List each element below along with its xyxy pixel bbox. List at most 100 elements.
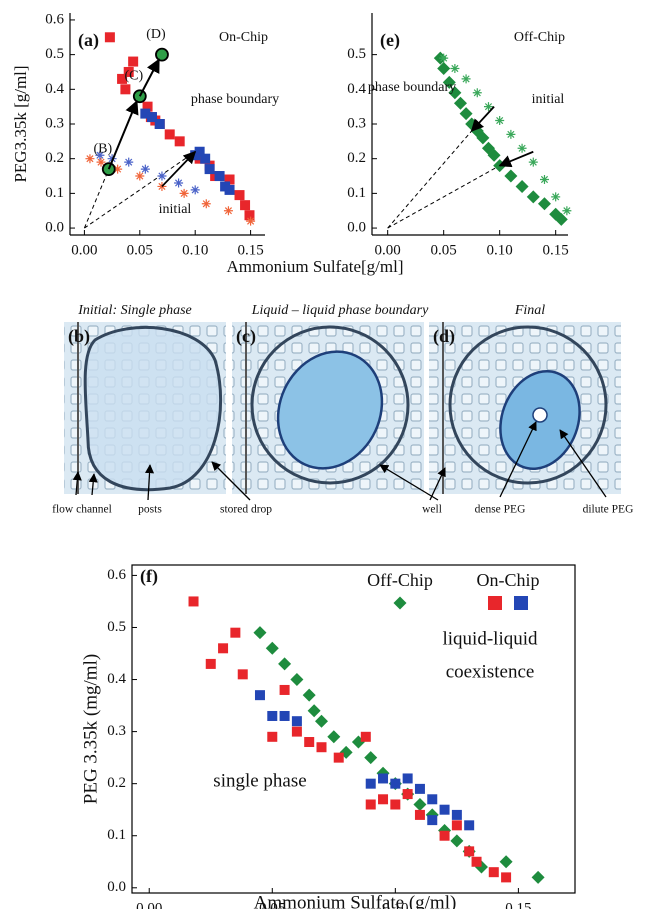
annotation: phase boundary [368,80,456,95]
point [174,178,184,188]
x-tick-label: 0.15 [543,242,569,258]
point [155,47,169,62]
arrow [138,58,160,97]
point [113,164,123,174]
point [515,179,529,193]
x-axis-label: Ammonium Sulfate (g/ml) [254,892,457,909]
point [488,867,499,878]
point [214,171,225,182]
x-tick-label: 0.10 [382,900,408,909]
y-tick-label: 0.5 [45,46,64,62]
photo-label: posts [138,504,162,516]
point [464,846,475,857]
point [164,129,175,140]
y-tick-label: 0.5 [347,46,366,62]
point [123,66,134,77]
x-tick-label: 0.15 [237,242,263,258]
point [360,731,371,742]
arrow [498,150,534,168]
x-tick-label: 0.00 [375,242,401,258]
point [201,199,211,209]
point [157,171,167,181]
point [453,96,467,110]
legend-marker [393,596,407,610]
x-tick-label: 0.15 [505,900,531,909]
photo-caption: Initial: Single phase [77,303,192,318]
point [96,157,106,167]
point [495,116,505,126]
point [267,731,278,742]
point-label: (C) [124,68,143,83]
point [135,171,145,181]
y-tick-label: 0.4 [107,671,126,687]
point [414,809,425,820]
point [517,143,527,153]
point [450,834,464,848]
point [414,783,425,794]
guide-line [83,168,110,229]
annotation: initial [532,92,565,107]
guide-line [84,151,196,229]
point [120,84,131,95]
point [528,157,538,167]
point [402,789,413,800]
point [459,107,473,121]
point [200,153,211,164]
chart: 0.00 0.05 0.10 0.15 0.0 0.1 0.2 0.3 0.4 0.5 0.6 (B)… [11,11,404,276]
point [140,108,151,119]
point [218,643,229,654]
point [95,150,105,160]
point [378,773,389,784]
point [506,129,516,139]
point [204,164,215,175]
photo-label: stored drop [220,504,272,516]
point [278,657,292,671]
point [472,88,482,98]
point [464,820,475,831]
point [291,726,302,737]
point [327,730,341,744]
photo-b [64,322,226,494]
point [365,778,376,789]
y-tick-label: 0.0 [107,879,126,895]
point [104,32,115,43]
point [537,197,551,211]
point [290,673,304,687]
point [378,794,389,805]
arrow [470,106,495,132]
point [244,210,255,221]
chart: 0.00 0.05 0.10 0.15 0.0 0.1 0.2 0.3 0.4 0.5 (e) Off… [347,13,572,258]
y-tick-label: 0.0 [45,220,64,236]
point [365,799,376,810]
point [265,641,279,655]
y-tick-label: 0.4 [45,81,64,97]
y-tick-label: 0.4 [347,81,366,97]
point [471,856,482,867]
photo-label: well [422,504,442,516]
x-tick-label: 0.10 [487,242,513,258]
x-tick-label: 0.00 [136,900,162,909]
point [246,216,256,226]
panel-tag: (f) [140,566,158,587]
chart: 0.00 0.05 0.10 0.15 0.0 0.1 0.2 0.3 0.4 0.5 0.6 (f)… [80,564,576,909]
y-tick-label: 0.3 [45,115,64,131]
point [483,102,493,112]
point [439,53,449,63]
plot-frame [131,564,576,894]
y-tick-label: 0.5 [107,619,126,635]
y-tick-label: 0.6 [107,567,126,583]
x-axis-label: Ammonium Sulfate[g/ml] [226,257,403,276]
point [307,704,321,718]
point [451,809,462,820]
annotation: On-Chip [219,30,268,45]
guide-line [387,165,500,229]
point [501,872,512,883]
point [230,627,241,638]
arrow [161,150,197,188]
point [279,710,290,721]
panel-tag: (b) [68,326,90,347]
point [531,870,545,884]
point [487,148,501,162]
photo-c [232,322,424,494]
